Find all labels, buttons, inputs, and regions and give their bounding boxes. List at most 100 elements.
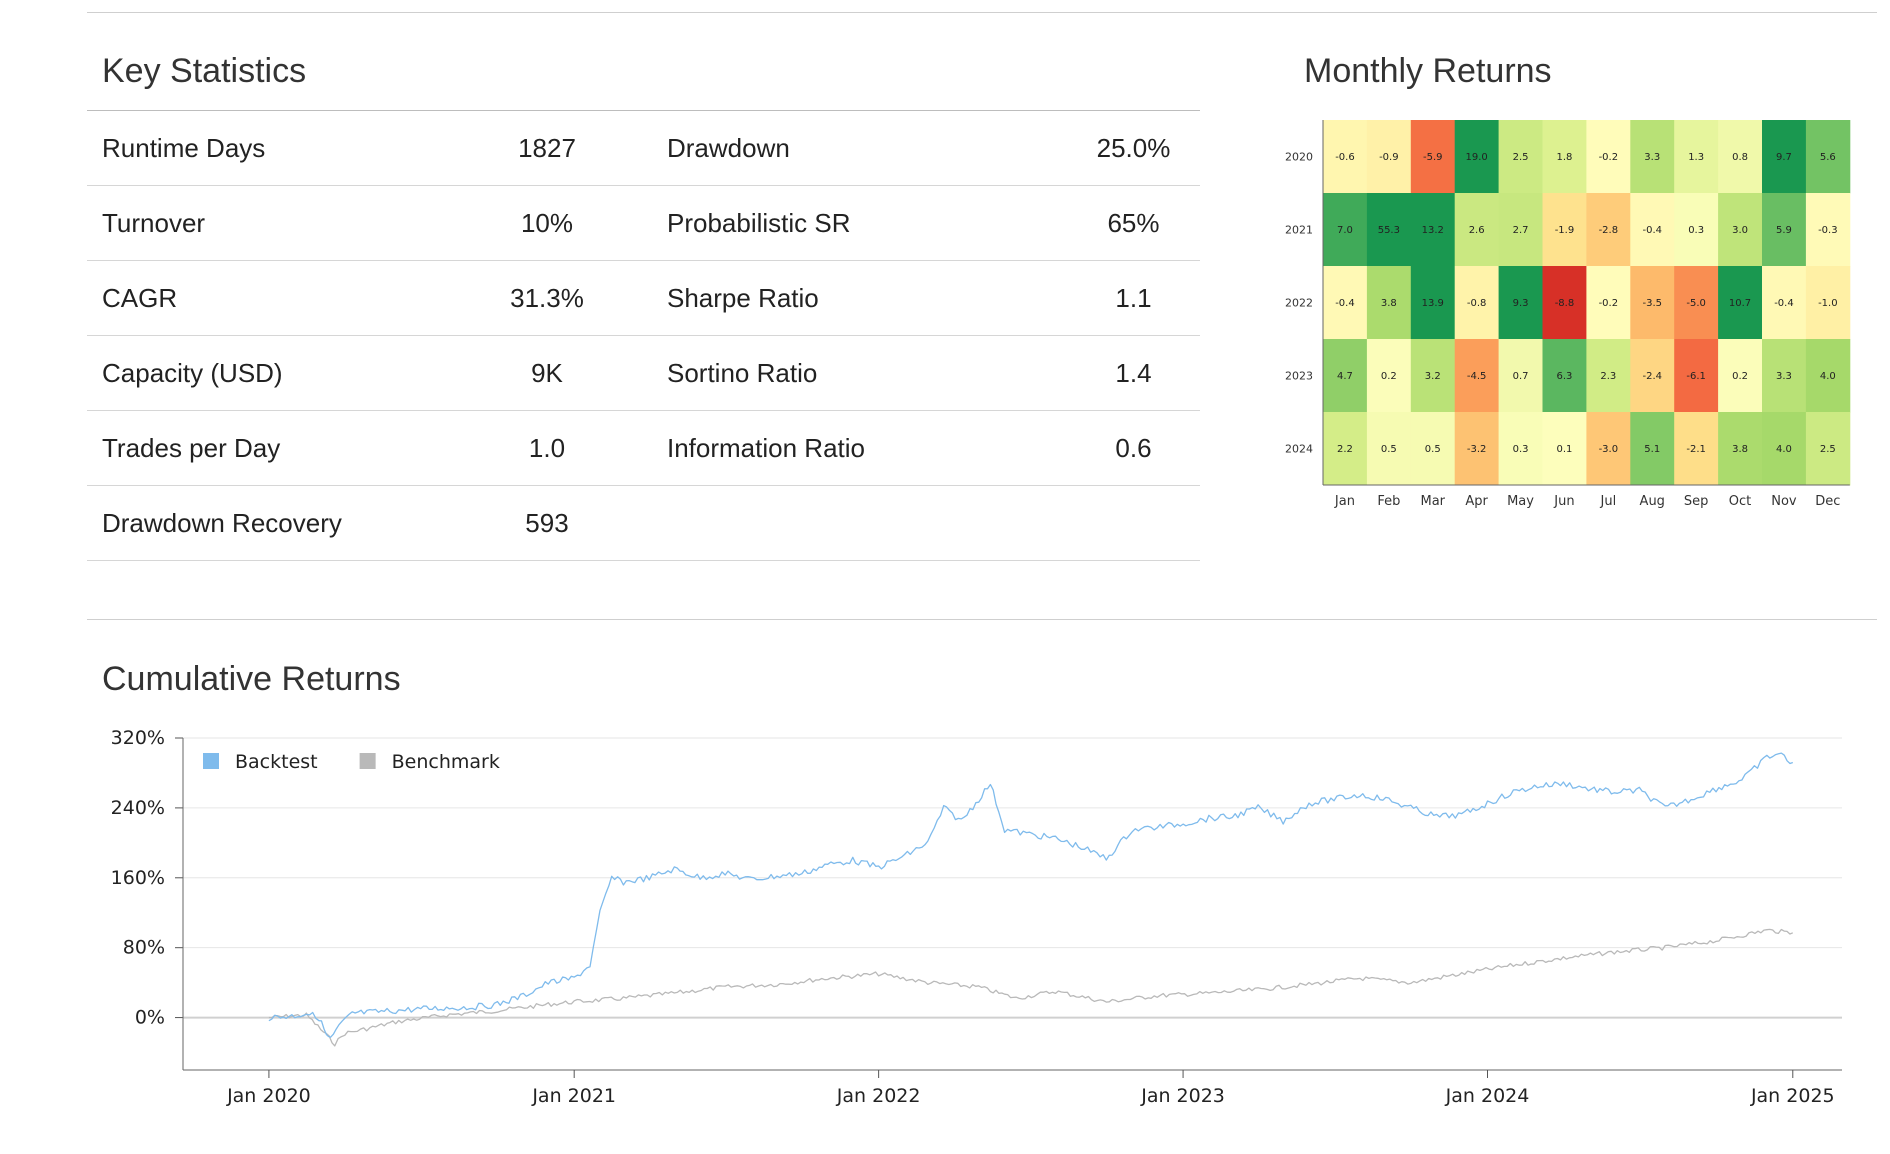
heatmap-month-label: Feb xyxy=(1377,494,1400,509)
heatmap-cell-label: 6.3 xyxy=(1556,371,1572,382)
heatmap-cell-label: -3.5 xyxy=(1642,298,1662,309)
heatmap-cell-label: 1.3 xyxy=(1688,152,1704,163)
heatmap-cell-label: 19.0 xyxy=(1466,152,1488,163)
stat-label: Probabilistic SR xyxy=(667,207,851,238)
heatmap-cell-label: 2.2 xyxy=(1337,444,1353,455)
heatmap-cell xyxy=(1674,266,1719,340)
cumulative-returns-title: Cumulative Returns xyxy=(102,660,401,698)
stat-label: Information Ratio xyxy=(667,432,865,463)
heatmap-cell-label: -5.0 xyxy=(1686,298,1706,309)
heatmap-cell xyxy=(1630,120,1675,194)
heatmap-cell-label: 3.8 xyxy=(1732,444,1748,455)
heatmap-cell xyxy=(1586,193,1631,267)
stat-value: 1.4 xyxy=(1115,357,1152,388)
heatmap-cell-label: -6.1 xyxy=(1686,371,1706,382)
x-tick-label: Jan 2020 xyxy=(226,1085,311,1107)
heatmap-cell-label: 0.2 xyxy=(1732,371,1748,382)
heatmap-month-label: May xyxy=(1507,494,1534,509)
heatmap-cell-label: -0.8 xyxy=(1467,298,1487,309)
heatmap-cell-label: 9.3 xyxy=(1513,298,1529,309)
heatmap-year-label: 2024 xyxy=(1285,443,1313,456)
heatmap-cell xyxy=(1718,412,1763,486)
heatmap-year-label: 2020 xyxy=(1285,151,1313,164)
heatmap-cell-label: 3.3 xyxy=(1644,152,1660,163)
heatmap-month-label: Mar xyxy=(1420,494,1445,509)
heatmap-cell-label: 0.5 xyxy=(1425,444,1441,455)
heatmap-cell-label: 2.3 xyxy=(1600,371,1616,382)
heatmap-cell xyxy=(1586,120,1631,194)
heatmap-cell xyxy=(1454,120,1500,194)
heatmap-cell xyxy=(1630,339,1675,413)
heatmap-cell-label: 0.2 xyxy=(1381,371,1397,382)
heatmap-cell xyxy=(1366,412,1412,486)
heatmap-cell-label: 9.7 xyxy=(1776,152,1792,163)
heatmap-cell xyxy=(1542,193,1587,267)
x-tick-label: Jan 2025 xyxy=(1750,1085,1835,1107)
heatmap-cell xyxy=(1410,266,1456,340)
legend-label: Backtest xyxy=(235,751,318,773)
heatmap-cell xyxy=(1718,266,1763,340)
heatmap-month-label: Jan xyxy=(1334,494,1355,509)
series-line-benchmark xyxy=(268,928,1794,1047)
stat-value: 9K xyxy=(531,357,563,388)
heatmap-cell xyxy=(1718,120,1763,194)
heatmap-month-label: Apr xyxy=(1465,494,1488,509)
stat-label: Sharpe Ratio xyxy=(667,282,819,313)
heatmap-cell xyxy=(1410,193,1456,267)
stat-label: Drawdown Recovery xyxy=(102,507,342,538)
stat-value: 65% xyxy=(1107,207,1160,238)
heatmap-cell xyxy=(1542,339,1587,413)
key-statistics-table: Runtime Days 1827 Drawdown 25.0% Turnover 10%… xyxy=(87,110,1200,561)
heatmap-cell-label: -2.1 xyxy=(1686,444,1706,455)
heatmap-cell-label: -1.0 xyxy=(1818,298,1838,309)
y-tick-label: 320% xyxy=(111,727,165,749)
x-tick-label: Jan 2021 xyxy=(531,1085,616,1107)
heatmap-cell xyxy=(1410,120,1456,194)
heatmap-cell-label: -0.2 xyxy=(1599,152,1619,163)
heatmap-cell xyxy=(1586,339,1631,413)
series-line-backtest xyxy=(268,752,1794,1038)
stat-label: Capacity (USD) xyxy=(102,357,283,388)
heatmap-cell xyxy=(1366,266,1412,340)
heatmap-cell xyxy=(1805,412,1851,486)
heatmap-cell xyxy=(1805,193,1851,267)
heatmap-cell xyxy=(1674,193,1719,267)
heatmap-cell-label: 10.7 xyxy=(1729,298,1751,309)
heatmap-cell-label: 7.0 xyxy=(1337,225,1353,236)
heatmap-cell-label: -4.5 xyxy=(1467,371,1487,382)
heatmap-cell xyxy=(1674,339,1719,413)
stat-label: Sortino Ratio xyxy=(667,357,818,388)
heatmap-cell xyxy=(1498,266,1543,340)
heatmap-cell-label: 0.7 xyxy=(1513,371,1529,382)
heatmap-cell xyxy=(1410,412,1456,486)
legend-swatch xyxy=(359,753,376,769)
heatmap-cell xyxy=(1410,339,1456,413)
legend-label: Benchmark xyxy=(392,751,500,773)
heatmap-cell-label: -0.4 xyxy=(1774,298,1794,309)
heatmap-cell-label: 3.8 xyxy=(1381,298,1397,309)
heatmap-cell xyxy=(1762,339,1807,413)
heatmap-cell-label: -2.4 xyxy=(1642,371,1662,382)
heatmap-cell-label: 3.0 xyxy=(1732,225,1748,236)
heatmap-cell-label: 13.9 xyxy=(1422,298,1444,309)
heatmap-cell xyxy=(1630,412,1675,486)
heatmap-cell xyxy=(1323,266,1368,340)
stat-value: 593 xyxy=(525,507,569,538)
y-tick-label: 240% xyxy=(111,797,165,819)
heatmap-year-label: 2023 xyxy=(1285,370,1313,383)
heatmap-month-label: Oct xyxy=(1729,494,1751,509)
heatmap-cell xyxy=(1542,266,1587,340)
heatmap-month-label: Nov xyxy=(1771,494,1797,509)
heatmap-cell xyxy=(1674,120,1719,194)
heatmap-cell-label: 0.3 xyxy=(1513,444,1529,455)
stats-row: Trades per Day 1.0 Information Ratio 0.6 xyxy=(87,411,1200,486)
heatmap-cell xyxy=(1762,412,1807,486)
x-tick-label: Jan 2022 xyxy=(836,1085,921,1107)
top-divider xyxy=(87,12,1877,13)
stat-label: Trades per Day xyxy=(102,432,281,463)
heatmap-cell-label: 3.2 xyxy=(1425,371,1441,382)
heatmap-cell-label: 2.7 xyxy=(1513,225,1529,236)
heatmap-cell-label: 13.2 xyxy=(1422,225,1444,236)
heatmap-cell xyxy=(1718,339,1763,413)
stats-row: Runtime Days 1827 Drawdown 25.0% xyxy=(87,110,1200,186)
